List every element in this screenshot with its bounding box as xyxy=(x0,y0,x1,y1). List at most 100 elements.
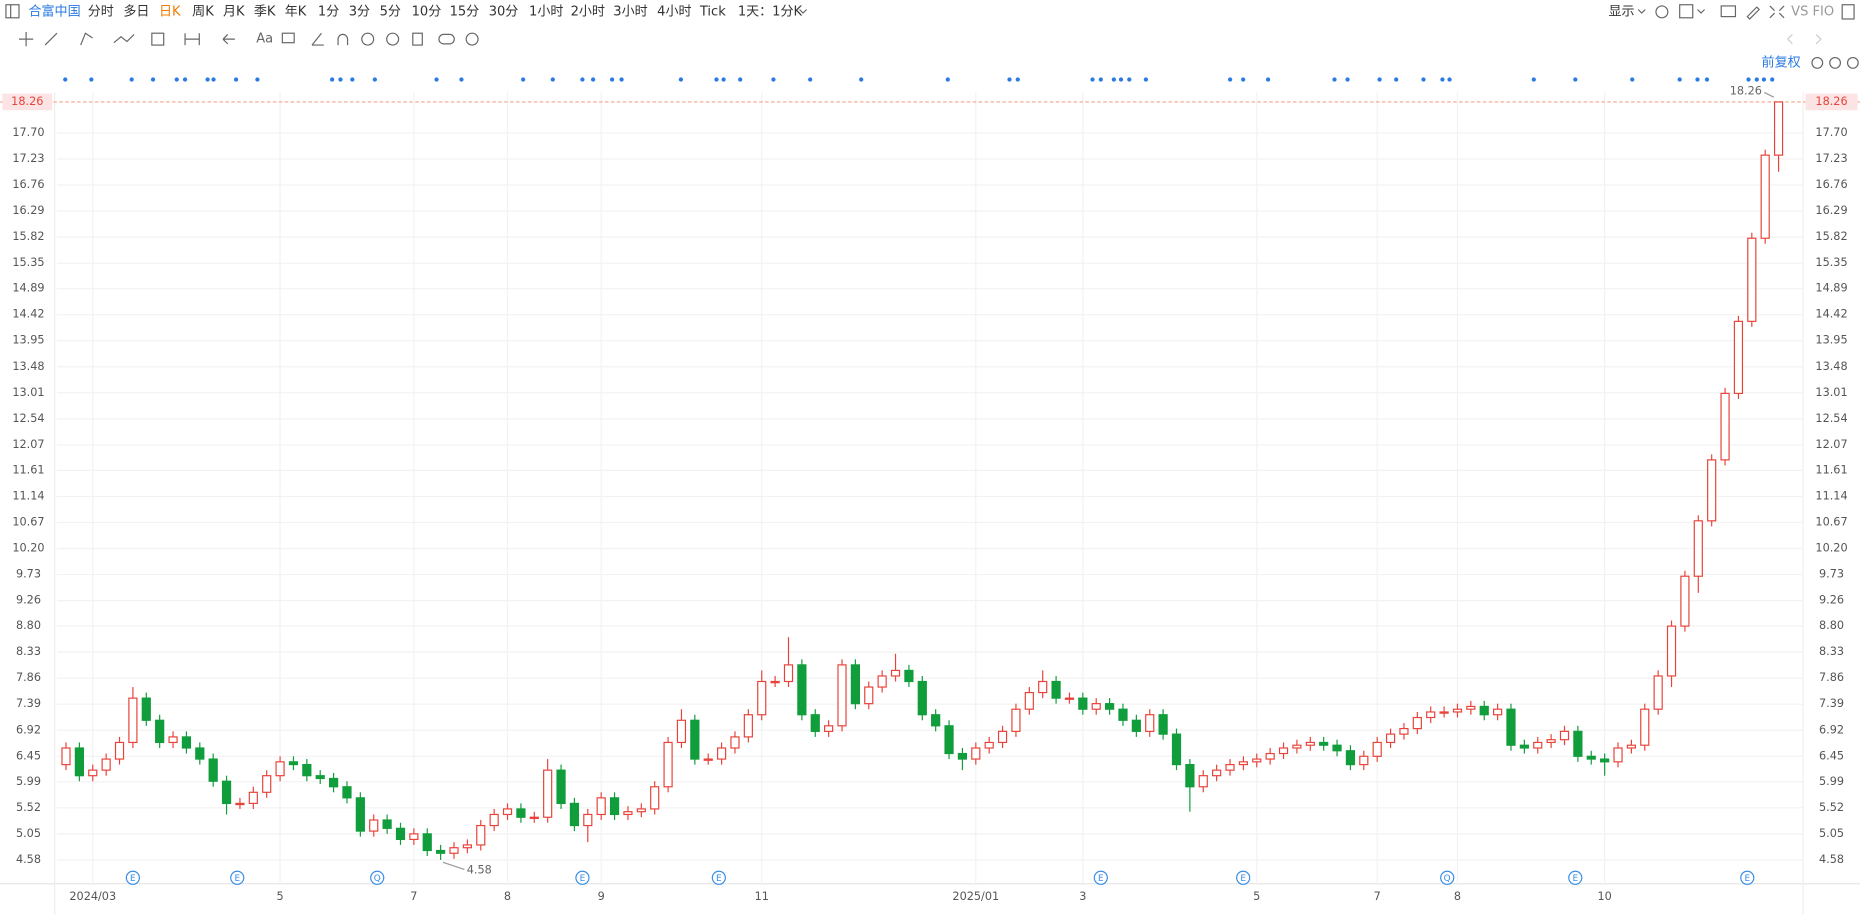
event-badge[interactable] xyxy=(1236,870,1251,885)
event-dot[interactable] xyxy=(1394,77,1399,82)
event-dot[interactable] xyxy=(1531,77,1536,82)
period-button[interactable]: Tick xyxy=(699,4,726,19)
event-dot[interactable] xyxy=(1227,77,1233,82)
event-dot[interactable] xyxy=(1447,77,1452,82)
event-badge[interactable] xyxy=(1440,870,1455,885)
lock-tool[interactable] xyxy=(361,32,375,46)
period-button[interactable]: 2小时 xyxy=(571,4,605,19)
period-button[interactable]: 4小时 xyxy=(657,4,691,19)
panel-toggle[interactable] xyxy=(1841,4,1855,20)
event-dot[interactable] xyxy=(1090,77,1095,82)
hide-tool[interactable] xyxy=(386,32,400,46)
event-dot[interactable] xyxy=(1770,77,1775,82)
event-dot[interactable] xyxy=(721,77,726,82)
event-dot[interactable] xyxy=(459,77,464,82)
event-dot[interactable] xyxy=(1573,77,1578,82)
period-button[interactable]: 15分 xyxy=(450,4,480,19)
event-dot[interactable] xyxy=(182,77,188,82)
period-button[interactable]: 3分 xyxy=(349,4,370,19)
event-dot[interactable] xyxy=(678,77,684,82)
event-dot[interactable] xyxy=(1377,77,1382,82)
event-dot[interactable] xyxy=(609,77,615,82)
sidebar-toggle[interactable] xyxy=(5,4,20,19)
event-dot[interactable] xyxy=(550,77,555,82)
event-dot[interactable] xyxy=(859,77,864,82)
event-dot[interactable] xyxy=(1704,77,1710,82)
event-dot[interactable] xyxy=(205,77,210,82)
event-badge[interactable] xyxy=(1568,870,1583,885)
event-dot[interactable] xyxy=(1265,77,1271,82)
event-badge[interactable] xyxy=(575,870,590,885)
period-button[interactable]: 月K xyxy=(223,4,245,19)
event-badge[interactable] xyxy=(1740,870,1755,885)
event-dot[interactable] xyxy=(63,77,68,82)
event-dot[interactable] xyxy=(945,77,950,82)
adjust-mode[interactable]: 前复权 xyxy=(1762,54,1801,70)
event-dot[interactable] xyxy=(1677,77,1682,82)
event-dot[interactable] xyxy=(89,77,94,82)
wave-tool[interactable] xyxy=(113,33,135,44)
event-dot[interactable] xyxy=(738,77,743,82)
arrow-tool[interactable] xyxy=(222,33,235,45)
zoom-out-icon[interactable] xyxy=(1829,56,1842,69)
event-dot[interactable] xyxy=(434,77,439,82)
period-button[interactable]: 1小时 xyxy=(529,4,563,19)
event-dot[interactable] xyxy=(1754,77,1759,82)
event-badge[interactable] xyxy=(1093,870,1108,885)
text-tool[interactable]: Aa xyxy=(256,32,273,47)
event-dot[interactable] xyxy=(808,77,813,82)
event-dot[interactable] xyxy=(211,77,216,82)
event-dot[interactable] xyxy=(771,77,776,82)
event-dot[interactable] xyxy=(150,77,156,82)
period-button[interactable]: 10分 xyxy=(412,4,442,19)
event-badge[interactable] xyxy=(711,870,726,885)
camera-icon[interactable] xyxy=(1720,5,1737,18)
event-dot[interactable] xyxy=(233,77,239,82)
event-dot[interactable] xyxy=(1015,77,1020,82)
event-dot[interactable] xyxy=(330,77,335,82)
delete-tool[interactable] xyxy=(412,32,423,46)
period-button[interactable]: 季K xyxy=(254,4,276,19)
event-dot[interactable] xyxy=(255,77,260,82)
settings-icon[interactable] xyxy=(1655,5,1669,19)
period-button[interactable]: 1分 xyxy=(318,4,339,19)
period-button[interactable]: 30分 xyxy=(489,4,519,19)
comment-tool[interactable] xyxy=(281,32,295,44)
stock-name[interactable]: 合富中国 xyxy=(28,3,80,19)
event-badge[interactable] xyxy=(125,870,140,885)
tool-settings[interactable] xyxy=(465,32,479,46)
event-dot[interactable] xyxy=(174,77,179,82)
event-dot[interactable] xyxy=(1345,77,1350,82)
event-dot[interactable] xyxy=(1127,77,1132,82)
event-dot[interactable] xyxy=(1332,77,1337,82)
event-dot[interactable] xyxy=(1440,77,1445,82)
zoom-in-icon[interactable] xyxy=(1846,56,1859,69)
event-dot[interactable] xyxy=(590,77,596,82)
event-dot[interactable] xyxy=(1695,77,1700,82)
angle-tool[interactable] xyxy=(311,32,324,46)
move-tool[interactable] xyxy=(18,32,34,47)
event-dot[interactable] xyxy=(1746,77,1751,82)
display-menu[interactable]: 显示 xyxy=(1609,4,1635,19)
event-dot[interactable] xyxy=(1761,77,1767,82)
event-dot[interactable] xyxy=(1007,77,1012,82)
line-tool[interactable] xyxy=(44,32,58,46)
period-button[interactable]: 周K xyxy=(192,4,214,19)
event-badge[interactable] xyxy=(370,870,385,885)
event-dot[interactable] xyxy=(580,77,585,82)
period-button[interactable]: 日K xyxy=(159,4,181,19)
undo-redo[interactable] xyxy=(1787,33,1822,45)
channel-tool[interactable] xyxy=(80,32,93,46)
event-dot[interactable] xyxy=(1143,77,1149,82)
period-button[interactable]: 5分 xyxy=(380,4,401,19)
fib-tool[interactable] xyxy=(151,32,165,46)
period-button[interactable]: 年K xyxy=(285,4,307,19)
event-dot[interactable] xyxy=(1630,77,1635,82)
reset-icon[interactable] xyxy=(1811,56,1824,69)
period-button[interactable]: 1天：1分K xyxy=(738,4,803,19)
layout-icon[interactable] xyxy=(1679,4,1694,19)
period-button[interactable]: 多日 xyxy=(123,3,149,19)
magnet-tool[interactable] xyxy=(337,33,349,46)
event-badge[interactable] xyxy=(230,870,245,885)
event-dot[interactable] xyxy=(520,77,526,82)
